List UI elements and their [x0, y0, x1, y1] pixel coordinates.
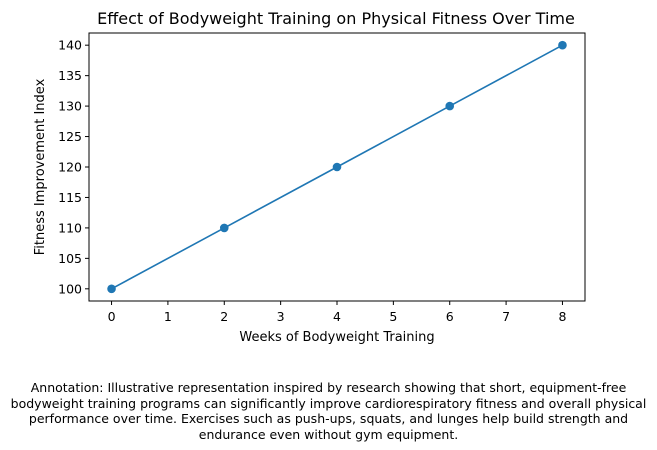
data-point	[558, 40, 567, 50]
annotation-text: Annotation: Illustrative representation …	[10, 380, 647, 442]
y-tick-label: 135	[58, 68, 82, 83]
x-tick-label: 5	[389, 309, 397, 324]
y-tick-label: 110	[58, 220, 82, 235]
y-tick-label: 100	[58, 281, 82, 296]
series-layer	[107, 40, 567, 294]
x-tick-label: 4	[333, 309, 341, 324]
y-tick-label: 125	[58, 129, 82, 144]
y-tick-label: 115	[58, 190, 82, 205]
y-tick-label: 120	[58, 160, 82, 175]
x-tick-label: 2	[220, 309, 228, 324]
x-tick-label: 7	[502, 309, 510, 324]
x-tick-label: 1	[164, 309, 172, 324]
x-tick-label: 6	[446, 309, 454, 324]
data-point	[107, 284, 116, 294]
x-tick-label: 0	[108, 309, 116, 324]
x-tick-label: 8	[558, 309, 566, 324]
plot-area: 0 1 2 3 4 5 6 7 8 100 105 110 115 120 125 130 135 140	[58, 32, 586, 324]
data-point	[219, 223, 229, 233]
x-axis-label: Weeks of Bodyweight Training	[239, 330, 434, 345]
y-axis: 100 105 110 115 120 125 130 135 140	[58, 38, 89, 296]
data-point	[445, 101, 455, 111]
y-axis-label: Fitness Improvement Index	[33, 78, 48, 255]
y-tick-label: 140	[58, 38, 82, 53]
data-point	[332, 162, 342, 172]
y-tick-label: 105	[58, 251, 82, 266]
chart-title: Effect of Bodyweight Training on Physica…	[97, 9, 575, 28]
x-tick-label: 3	[277, 309, 285, 324]
y-tick-label: 130	[58, 99, 82, 114]
x-axis: 0 1 2 3 4 5 6 7 8	[108, 301, 566, 324]
